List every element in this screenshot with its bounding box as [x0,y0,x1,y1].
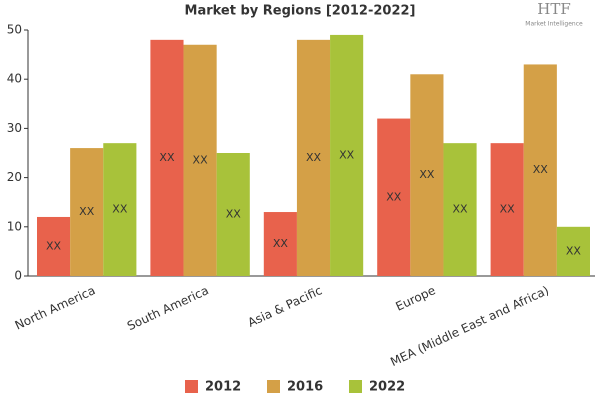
bar [296,39,331,277]
value-label: XX [500,203,516,216]
bar [490,143,524,276]
legend-label: 2012 [205,380,241,395]
y-tick-label: 10 [7,219,22,233]
bar [556,226,590,276]
value-label: XX [386,190,402,203]
bar [70,148,104,276]
x-tick-label: Europe [393,283,437,314]
value-label: XX [159,151,175,164]
value-label: XX [339,148,355,161]
logo-name: HTF [537,0,571,18]
value-label: XX [533,163,549,176]
legend-swatch [349,380,362,393]
y-tick-label: 20 [7,170,22,184]
value-label: XX [566,244,582,257]
value-label: XX [79,205,95,218]
value-label: XX [226,208,242,221]
y-tick-label: 0 [14,269,22,283]
logo-tagline: Market Intelligence [525,21,583,28]
value-label: XX [273,237,289,250]
bar [330,34,364,276]
value-label: XX [452,203,468,216]
bar [410,74,444,276]
chart-title: Market by Regions [2012-2022] [185,4,416,19]
value-label: XX [112,203,128,216]
legend-swatch [185,380,198,393]
legend-label: 2022 [369,380,405,395]
legend-label: 2016 [287,380,323,395]
legend-swatch [267,380,280,393]
y-tick-label: 40 [7,72,22,86]
y-tick-label: 50 [7,23,22,37]
x-tick-label: North America [13,283,98,332]
x-tick-label: Asia & Pacific [246,283,325,330]
bar [150,39,184,277]
bar [443,143,477,276]
x-tick-label: South America [125,283,211,333]
bar [183,44,217,277]
bar [103,143,137,276]
bar [377,118,411,276]
value-label: XX [306,151,322,164]
bar [523,64,557,276]
bar [216,153,250,276]
y-tick-label: 30 [7,121,22,135]
bar [37,216,71,276]
value-label: XX [46,239,62,252]
value-label: XX [419,168,435,181]
bar [263,212,297,276]
value-label: XX [193,153,209,166]
